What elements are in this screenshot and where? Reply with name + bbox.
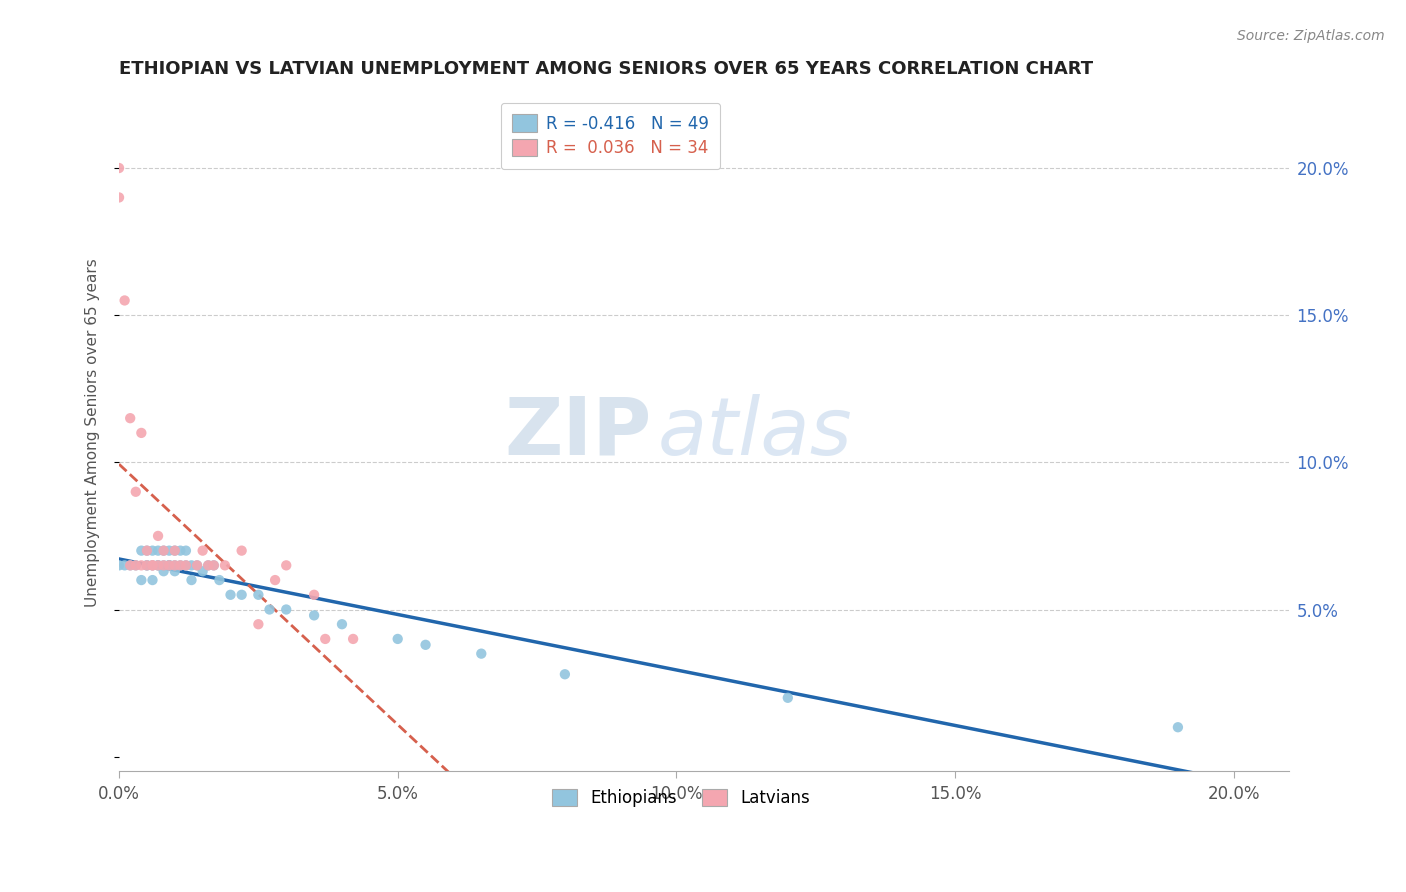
Point bbox=[131, 558, 153, 573]
Point bbox=[191, 543, 214, 558]
Point bbox=[247, 617, 270, 632]
Point bbox=[146, 558, 169, 573]
Point bbox=[146, 558, 169, 573]
Point bbox=[276, 602, 298, 616]
Point bbox=[157, 558, 180, 573]
Point bbox=[554, 667, 576, 681]
Point bbox=[169, 558, 191, 573]
Point bbox=[146, 558, 169, 573]
Point bbox=[186, 558, 208, 573]
Point bbox=[276, 558, 298, 573]
Point bbox=[415, 638, 437, 652]
Point bbox=[114, 293, 136, 308]
Legend: Ethiopians, Latvians: Ethiopians, Latvians bbox=[546, 782, 817, 814]
Text: ETHIOPIAN VS LATVIAN UNEMPLOYMENT AMONG SENIORS OVER 65 YEARS CORRELATION CHART: ETHIOPIAN VS LATVIAN UNEMPLOYMENT AMONG … bbox=[120, 60, 1094, 78]
Point bbox=[114, 558, 136, 573]
Point bbox=[120, 558, 142, 573]
Point bbox=[108, 190, 131, 204]
Point bbox=[146, 543, 169, 558]
Point bbox=[314, 632, 336, 646]
Point bbox=[776, 690, 799, 705]
Point bbox=[152, 543, 174, 558]
Point bbox=[387, 632, 409, 646]
Point bbox=[131, 543, 153, 558]
Point bbox=[264, 573, 287, 587]
Point bbox=[302, 608, 325, 623]
Point bbox=[219, 588, 242, 602]
Point bbox=[169, 543, 191, 558]
Point bbox=[152, 558, 174, 573]
Point bbox=[186, 558, 208, 573]
Point bbox=[120, 558, 142, 573]
Point bbox=[152, 558, 174, 573]
Point bbox=[152, 543, 174, 558]
Point bbox=[208, 573, 231, 587]
Point bbox=[247, 588, 270, 602]
Point bbox=[342, 632, 364, 646]
Point bbox=[125, 484, 148, 499]
Point bbox=[120, 411, 142, 425]
Point bbox=[214, 558, 236, 573]
Point bbox=[330, 617, 353, 632]
Point bbox=[231, 588, 253, 602]
Point bbox=[259, 602, 281, 616]
Point bbox=[180, 558, 202, 573]
Point bbox=[197, 558, 219, 573]
Point bbox=[191, 564, 214, 578]
Point bbox=[141, 558, 163, 573]
Point bbox=[141, 558, 163, 573]
Point bbox=[163, 558, 186, 573]
Point bbox=[231, 543, 253, 558]
Point bbox=[125, 558, 148, 573]
Point bbox=[141, 543, 163, 558]
Point bbox=[174, 558, 197, 573]
Point bbox=[152, 564, 174, 578]
Point bbox=[141, 558, 163, 573]
Point bbox=[163, 564, 186, 578]
Point bbox=[174, 543, 197, 558]
Point bbox=[108, 161, 131, 175]
Text: atlas: atlas bbox=[658, 394, 852, 472]
Point bbox=[125, 558, 148, 573]
Point bbox=[174, 558, 197, 573]
Point bbox=[157, 558, 180, 573]
Point bbox=[202, 558, 225, 573]
Point bbox=[108, 558, 131, 573]
Point bbox=[197, 558, 219, 573]
Point bbox=[146, 529, 169, 543]
Point bbox=[1167, 720, 1189, 734]
Point bbox=[470, 647, 492, 661]
Point bbox=[135, 558, 157, 573]
Point bbox=[131, 425, 153, 440]
Point bbox=[157, 558, 180, 573]
Point bbox=[135, 543, 157, 558]
Point bbox=[135, 543, 157, 558]
Text: Source: ZipAtlas.com: Source: ZipAtlas.com bbox=[1237, 29, 1385, 44]
Point bbox=[302, 588, 325, 602]
Point bbox=[157, 543, 180, 558]
Point bbox=[135, 558, 157, 573]
Point bbox=[169, 558, 191, 573]
Point bbox=[180, 573, 202, 587]
Point bbox=[157, 558, 180, 573]
Point bbox=[131, 573, 153, 587]
Text: ZIP: ZIP bbox=[505, 394, 651, 472]
Point bbox=[141, 573, 163, 587]
Point bbox=[202, 558, 225, 573]
Point bbox=[163, 543, 186, 558]
Point bbox=[163, 558, 186, 573]
Point bbox=[163, 543, 186, 558]
Point bbox=[135, 558, 157, 573]
Y-axis label: Unemployment Among Seniors over 65 years: Unemployment Among Seniors over 65 years bbox=[86, 259, 100, 607]
